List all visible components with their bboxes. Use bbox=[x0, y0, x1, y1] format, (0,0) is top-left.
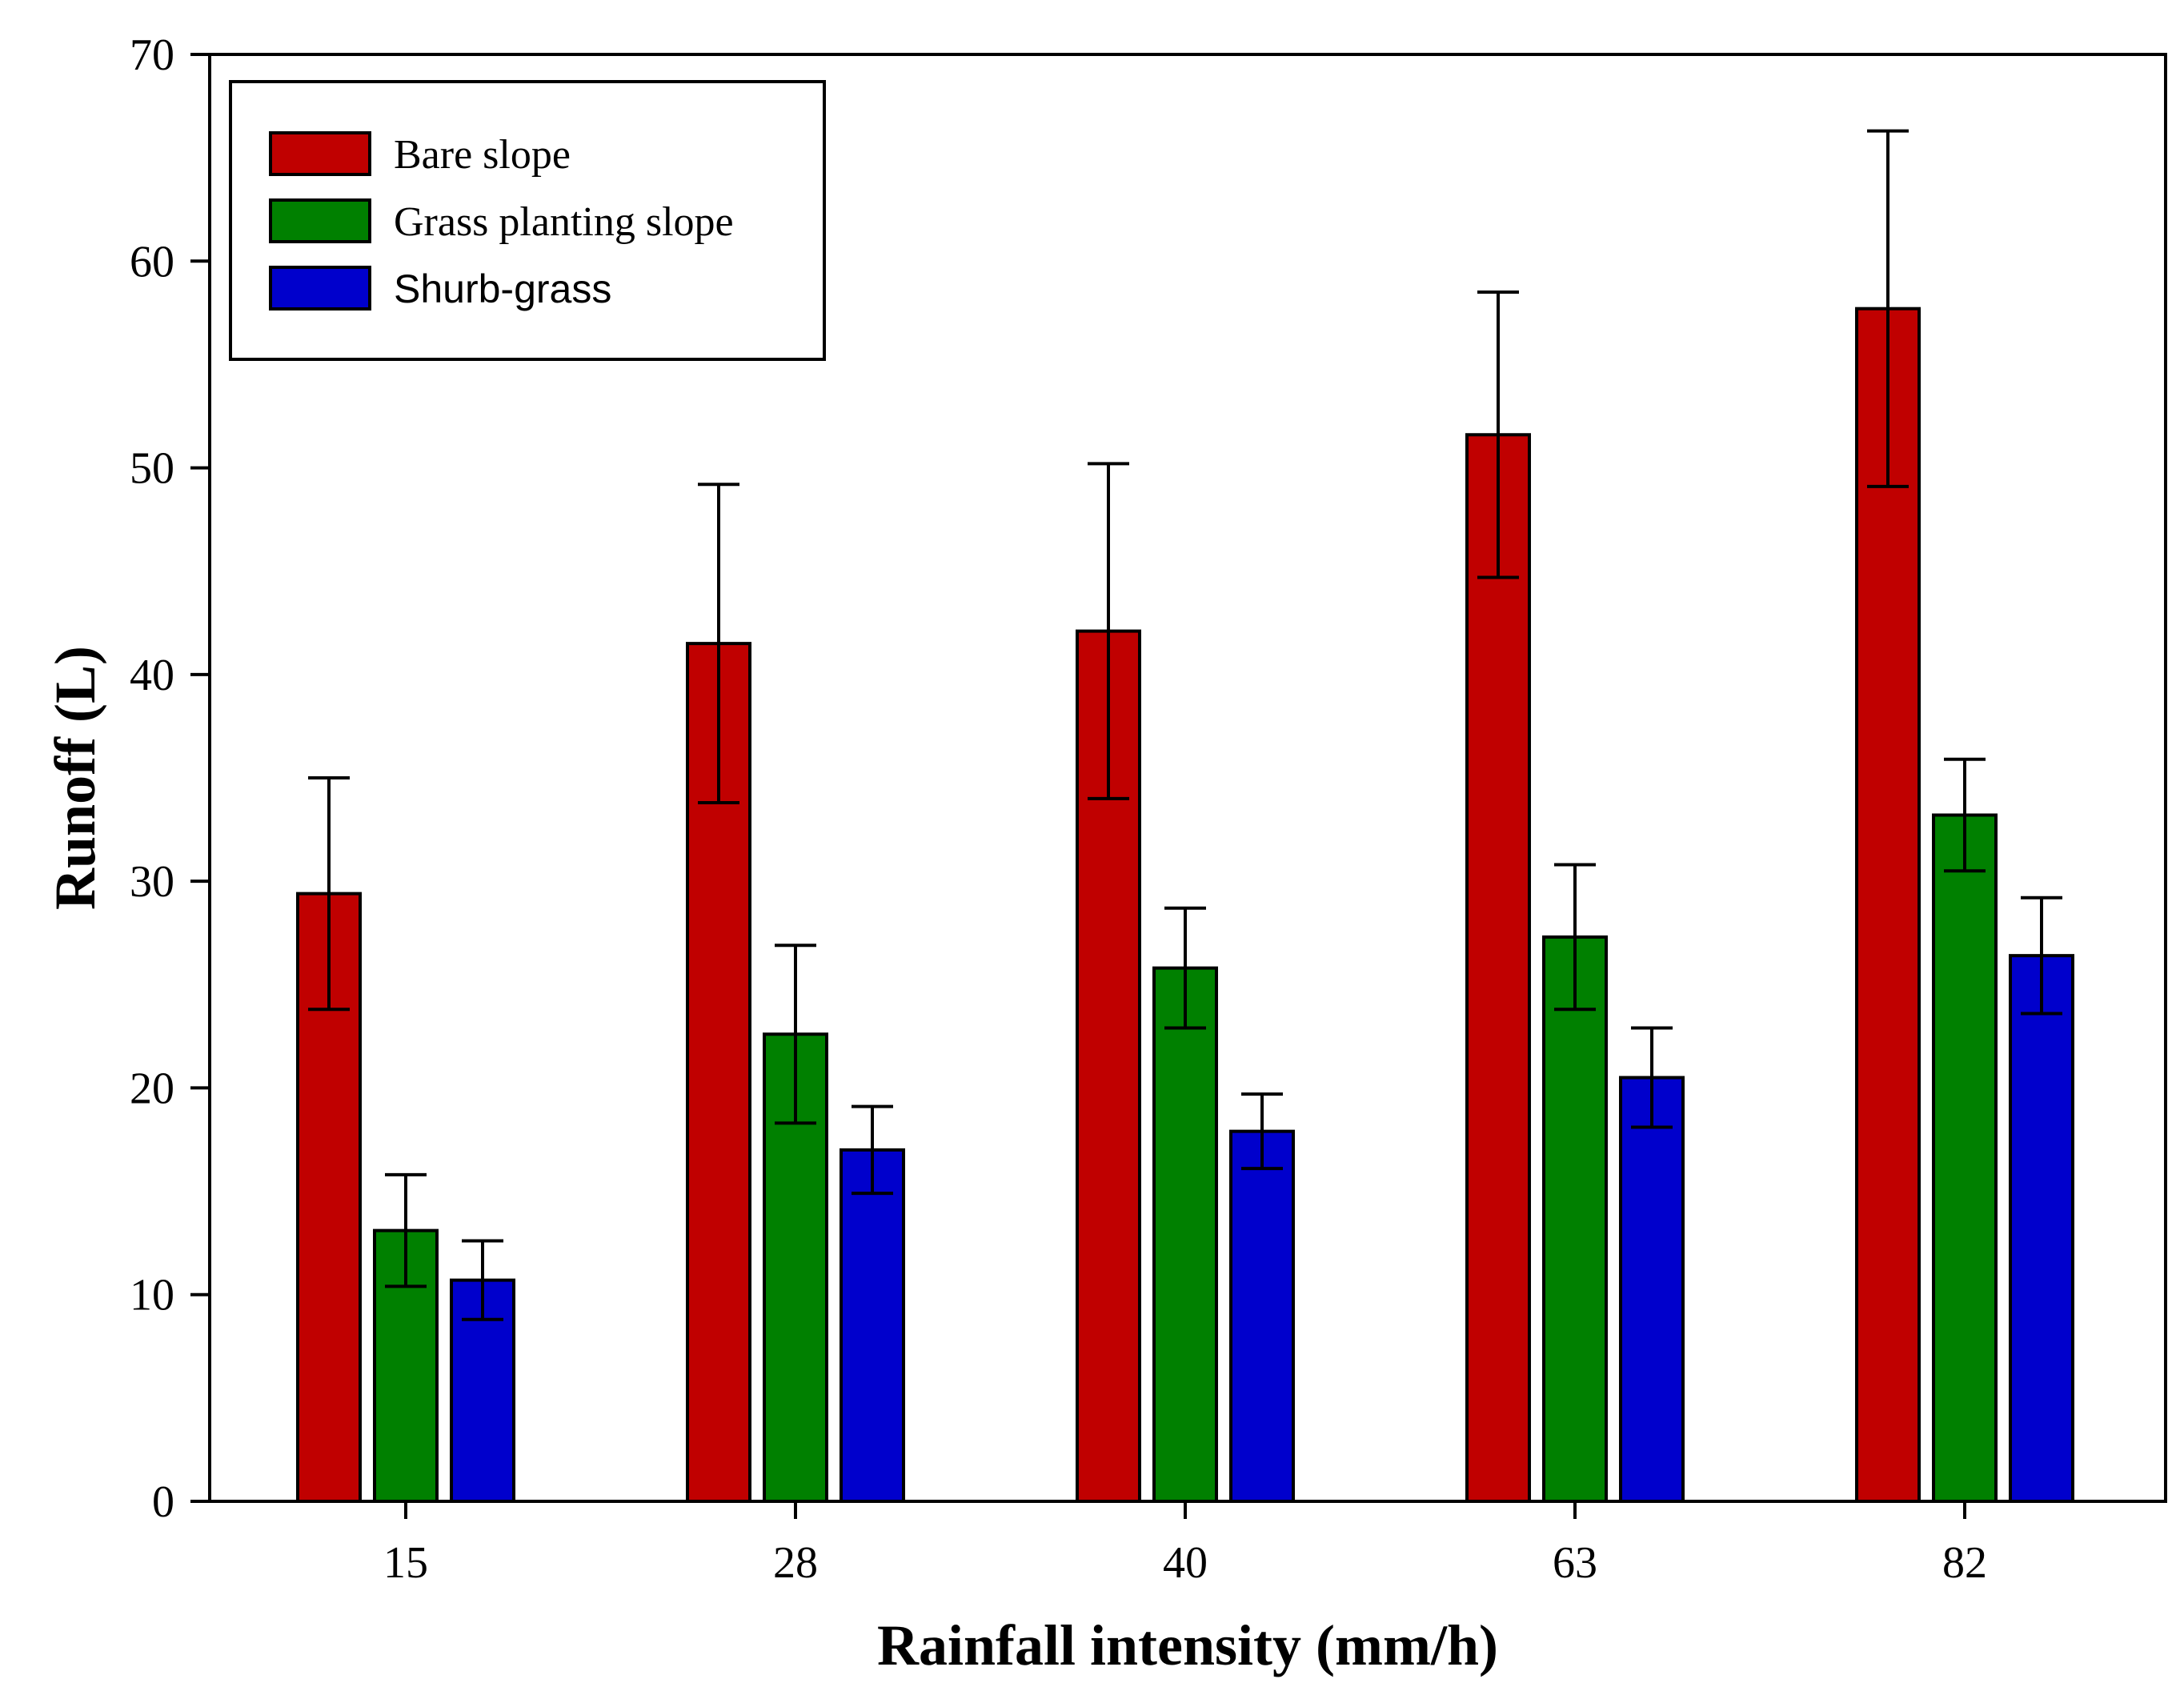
x-tick-label-63: 63 bbox=[1553, 1538, 1597, 1588]
bar-bare-slope-63 bbox=[1465, 433, 1531, 1503]
y-tick-label-60: 60 bbox=[130, 237, 174, 287]
x-tick-label-28: 28 bbox=[773, 1538, 818, 1588]
bar-grass-planting-slope-82 bbox=[1932, 813, 1998, 1503]
legend-swatch-bare-slope bbox=[269, 131, 371, 176]
legend-label-grass-planting-slope: Grass planting slope bbox=[394, 199, 734, 245]
legend: Bare slope Grass planting slope Shurb-gr… bbox=[229, 80, 826, 361]
y-tick-label-20: 20 bbox=[130, 1064, 174, 1113]
legend-swatch-shurb-grass bbox=[269, 266, 371, 311]
ticks-layer: 15 28 40 63 82 0 10 20 30 40 50 60 70 bbox=[130, 30, 1987, 1588]
bar-grass-planting-slope-40 bbox=[1152, 966, 1218, 1503]
legend-swatch-grass-planting-slope bbox=[269, 198, 371, 243]
bar-shurb-grass-28 bbox=[840, 1148, 905, 1504]
bar-shurb-grass-63 bbox=[1619, 1076, 1685, 1503]
y-tick-label-30: 30 bbox=[130, 857, 174, 907]
legend-label-bare-slope: Bare slope bbox=[394, 132, 571, 178]
x-tick-label-15: 15 bbox=[383, 1538, 428, 1588]
bar-grass-planting-slope-63 bbox=[1542, 935, 1608, 1503]
legend-label-shurb-grass: Shurb-grass bbox=[394, 266, 611, 311]
x-tick-label-40: 40 bbox=[1163, 1538, 1208, 1588]
y-axis-title: Runoff (L) bbox=[43, 646, 107, 910]
y-tick-label-40: 40 bbox=[130, 651, 174, 700]
y-tick-label-0: 0 bbox=[152, 1477, 174, 1527]
y-tick-label-50: 50 bbox=[130, 444, 174, 494]
error-bars-layer bbox=[308, 129, 2062, 1321]
x-axis-title: Rainfall intensity (mm/h) bbox=[877, 1613, 1498, 1677]
bars-layer bbox=[296, 307, 2074, 1504]
y-tick-label-70: 70 bbox=[130, 30, 174, 80]
bar-shurb-grass-82 bbox=[2009, 954, 2074, 1503]
plot-frame bbox=[208, 53, 2167, 1503]
bar-bare-slope-82 bbox=[1855, 307, 1921, 1504]
x-tick-label-82: 82 bbox=[1942, 1538, 1987, 1588]
bar-shurb-grass-40 bbox=[1229, 1129, 1295, 1503]
y-tick-label-10: 10 bbox=[130, 1271, 174, 1320]
